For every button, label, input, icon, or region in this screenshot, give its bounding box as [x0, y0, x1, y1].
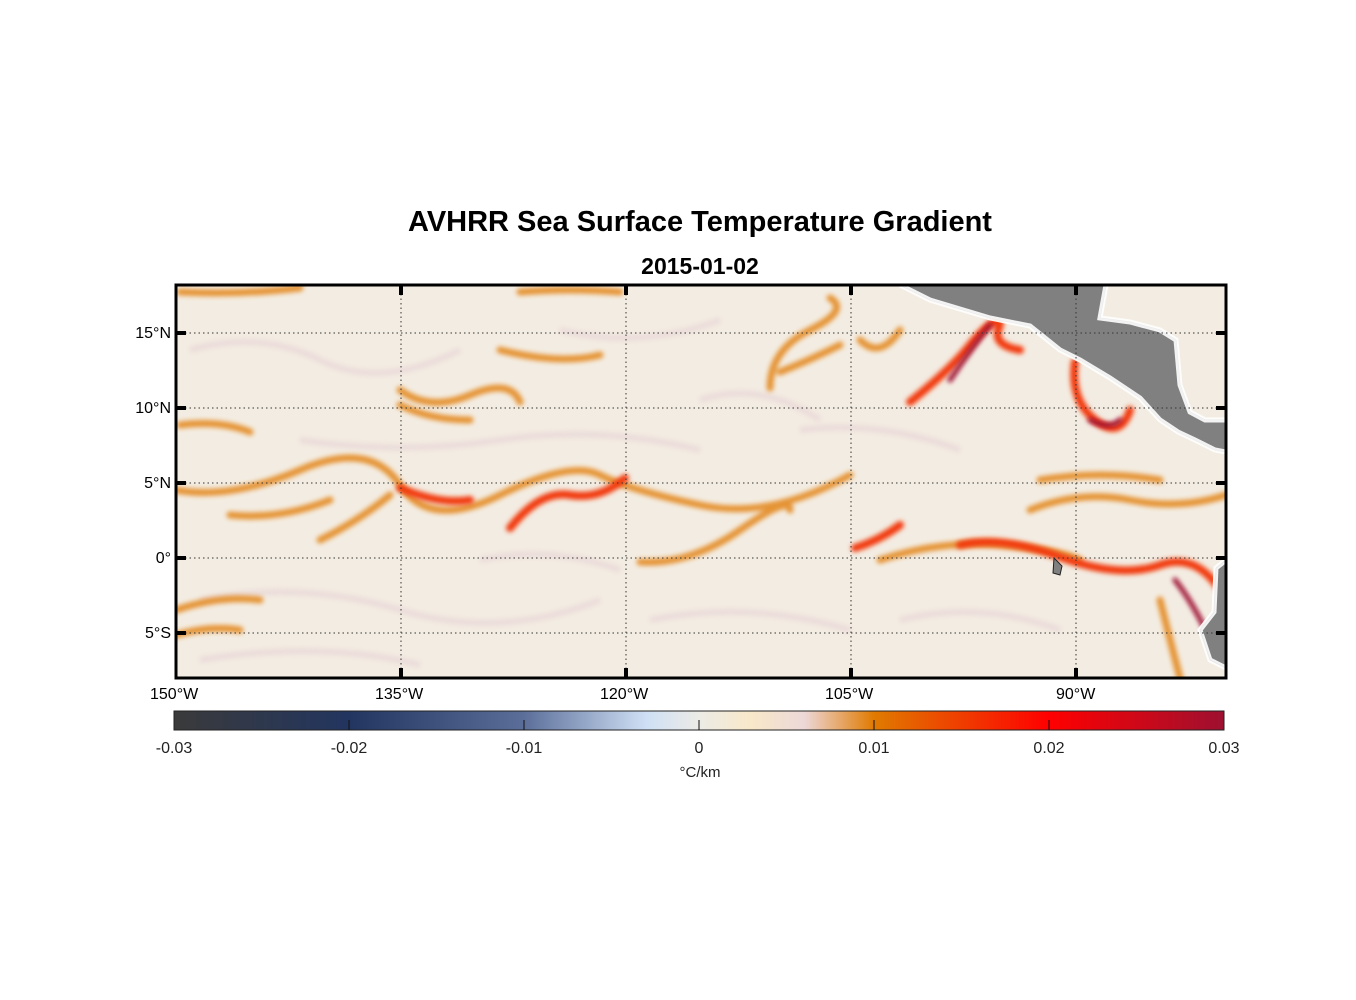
- chart-title: AVHRR Sea Surface Temperature Gradient: [408, 206, 992, 238]
- lon-tick-label: 90°W: [1056, 686, 1096, 703]
- colorbar-tick-label: -0.03: [155, 740, 193, 757]
- lon-tick-label: 120°W: [600, 686, 649, 703]
- galapagos-land: [1052, 556, 1063, 576]
- lat-tick-label: 15°N: [135, 325, 171, 342]
- lat-tick-label: 5°S: [145, 625, 171, 642]
- colorbar-ticks: [348, 720, 1050, 730]
- colorbar-unit-label: °C/km: [679, 764, 721, 781]
- colorbar-tick-label: -0.01: [505, 740, 543, 757]
- frame-ticks: [176, 285, 1226, 678]
- colorbar-tick-label: 0.01: [858, 740, 890, 757]
- colorbar-tick-label: 0.03: [1208, 740, 1240, 757]
- coast-halo: [898, 285, 1226, 671]
- moderate-fronts: [176, 285, 1226, 678]
- lon-tick-label: 135°W: [375, 686, 424, 703]
- colorbar-tick-label: 0.02: [1033, 740, 1065, 757]
- lat-tick-label: 10°N: [135, 400, 171, 417]
- colorbar-tick-label: -0.02: [330, 740, 368, 757]
- lon-tick-label: 150°W: [150, 686, 199, 703]
- lat-tick-label: 0°: [155, 550, 171, 567]
- lon-tick-label: 105°W: [825, 686, 874, 703]
- lat-tick-label: 5°N: [144, 475, 171, 492]
- weak-gradient-texture: [189, 317, 1062, 668]
- chart-subtitle: 2015-01-02: [641, 253, 759, 279]
- colorbar-tick-label: 0: [694, 740, 704, 757]
- map-area: [176, 285, 1226, 678]
